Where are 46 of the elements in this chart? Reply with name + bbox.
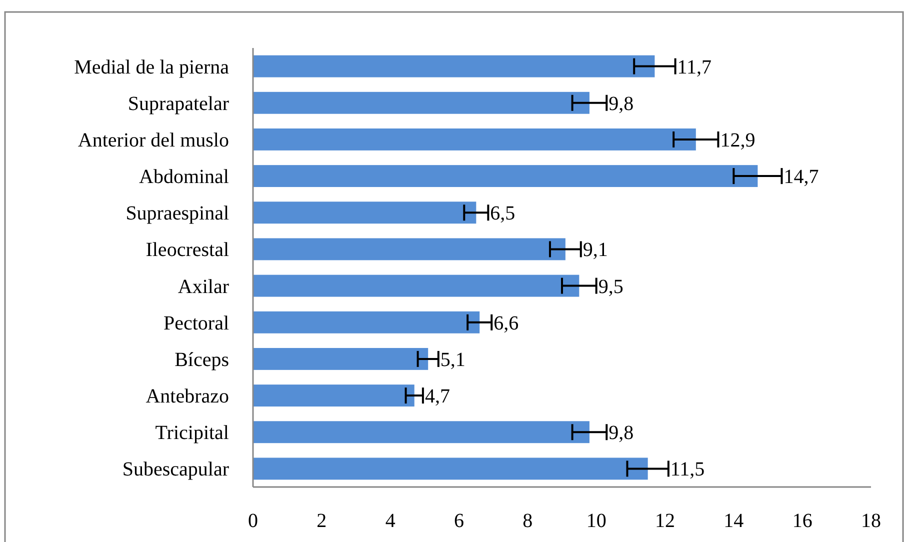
data-label: 9,5 [598, 276, 624, 298]
y-tick-label: Antebrazo [146, 386, 229, 408]
data-label: 6,6 [494, 312, 519, 334]
data-label: 14,7 [784, 166, 819, 188]
y-tick-label: Anterior del muslo [78, 129, 229, 152]
data-label: 4,7 [424, 386, 450, 408]
y-tick-label: Pectoral [163, 312, 230, 334]
y-tick-label: Medial de la pierna [74, 56, 230, 78]
y-tick-label: Subescapular [122, 458, 230, 481]
x-tick-label: 10 [586, 510, 606, 532]
x-tick-label: 16 [792, 510, 812, 532]
x-tick-label: 6 [454, 510, 464, 532]
bar [253, 384, 414, 407]
y-tick-label: Abdominal [139, 166, 230, 188]
data-label: 11,7 [677, 56, 712, 78]
bar [253, 128, 696, 150]
y-tick-label: Bíceps [174, 348, 230, 371]
x-tick-label: 0 [248, 510, 258, 532]
bar [253, 348, 428, 370]
data-label: 5,1 [440, 348, 466, 371]
bar [253, 165, 758, 188]
bar [253, 311, 480, 334]
y-tick-label: Suprapatelar [128, 92, 230, 115]
y-tick-label: Axilar [178, 276, 230, 298]
data-label: 12,9 [720, 129, 756, 152]
x-tick-label: 2 [316, 510, 327, 532]
bar [253, 421, 590, 444]
y-tick-label: Tricipital [155, 422, 230, 444]
bar [253, 458, 648, 480]
data-label: 9,8 [608, 92, 634, 115]
y-tick-label: Supraespinal [126, 202, 230, 225]
x-tick-label: 18 [861, 510, 881, 532]
x-tick-label: 14 [724, 510, 744, 532]
data-label: 9,1 [582, 239, 608, 262]
bar [253, 238, 566, 260]
x-tick-label: 12 [655, 510, 675, 532]
y-tick-label: Ileocrestal [146, 239, 230, 262]
data-label: 11,5 [670, 458, 705, 481]
bar [253, 274, 580, 297]
x-tick-label: 8 [522, 510, 533, 532]
data-label: 9,8 [608, 422, 634, 444]
data-label: 6,5 [490, 202, 516, 225]
x-tick-label: 4 [385, 510, 396, 532]
bar [253, 92, 590, 114]
bar [253, 55, 655, 78]
bar [253, 202, 476, 224]
